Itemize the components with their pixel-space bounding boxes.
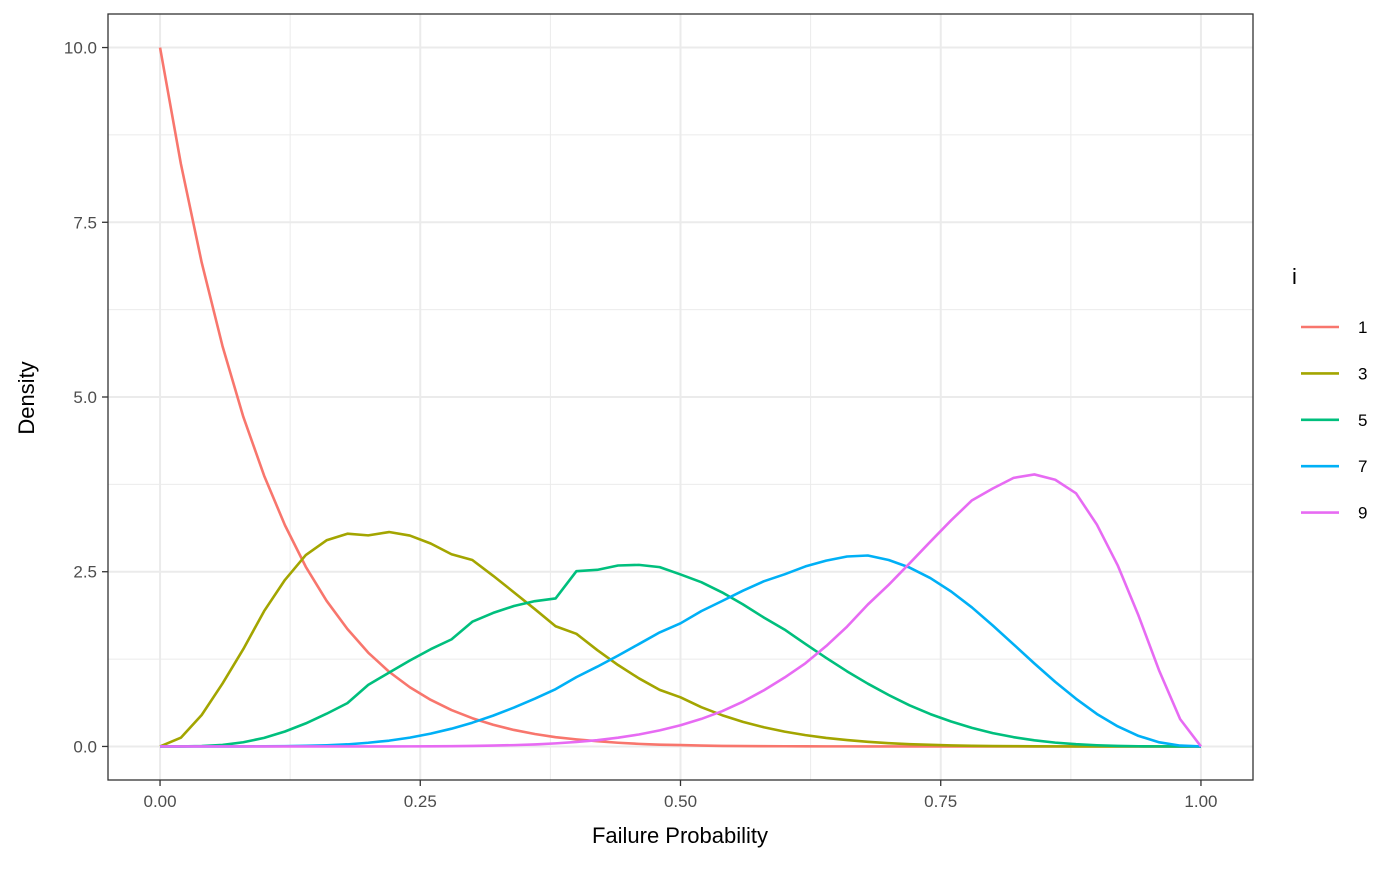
grid-lines bbox=[108, 14, 1253, 780]
x-tick-label: 0.50 bbox=[664, 792, 697, 811]
legend-item-9: 9 bbox=[1301, 504, 1367, 523]
legend-item-5: 5 bbox=[1301, 411, 1367, 430]
series-lines bbox=[158, 47, 1202, 748]
legend-label-3: 3 bbox=[1358, 364, 1367, 383]
x-tick-label: 0.00 bbox=[143, 792, 176, 811]
series-line-7 bbox=[160, 554, 1202, 748]
legend-item-7: 7 bbox=[1301, 457, 1367, 476]
x-axis-title: Failure Probability bbox=[592, 823, 768, 848]
y-axis-title: Density bbox=[14, 361, 39, 434]
series-line-9 bbox=[160, 473, 1202, 748]
x-tick-label: 0.75 bbox=[924, 792, 957, 811]
y-tick-label: 5.0 bbox=[73, 388, 97, 407]
legend-items: 1 3 5 7 9 bbox=[1301, 318, 1367, 523]
series-line-5 bbox=[160, 563, 1201, 748]
y-tick-label: 0.0 bbox=[73, 737, 97, 756]
x-tick-label: 1.00 bbox=[1184, 792, 1217, 811]
series-line-3 bbox=[159, 530, 1201, 748]
legend: i 1 3 5 7 9 bbox=[1292, 264, 1367, 523]
legend-title: i bbox=[1292, 264, 1297, 289]
x-tick-label: 0.25 bbox=[404, 792, 437, 811]
legend-item-1: 1 bbox=[1301, 318, 1367, 337]
legend-label-1: 1 bbox=[1358, 318, 1367, 337]
y-tick-label: 7.5 bbox=[73, 213, 97, 232]
legend-label-9: 9 bbox=[1358, 504, 1367, 523]
legend-label-7: 7 bbox=[1358, 457, 1367, 476]
y-tick-label: 2.5 bbox=[73, 563, 97, 582]
axes: 0.00 0.25 0.50 0.75 1.00 0.0 2.5 5.0 7.5 10.0 bbox=[64, 39, 1218, 811]
y-tick-label: 10.0 bbox=[64, 39, 97, 58]
legend-item-3: 3 bbox=[1301, 364, 1367, 383]
legend-label-5: 5 bbox=[1358, 411, 1367, 430]
